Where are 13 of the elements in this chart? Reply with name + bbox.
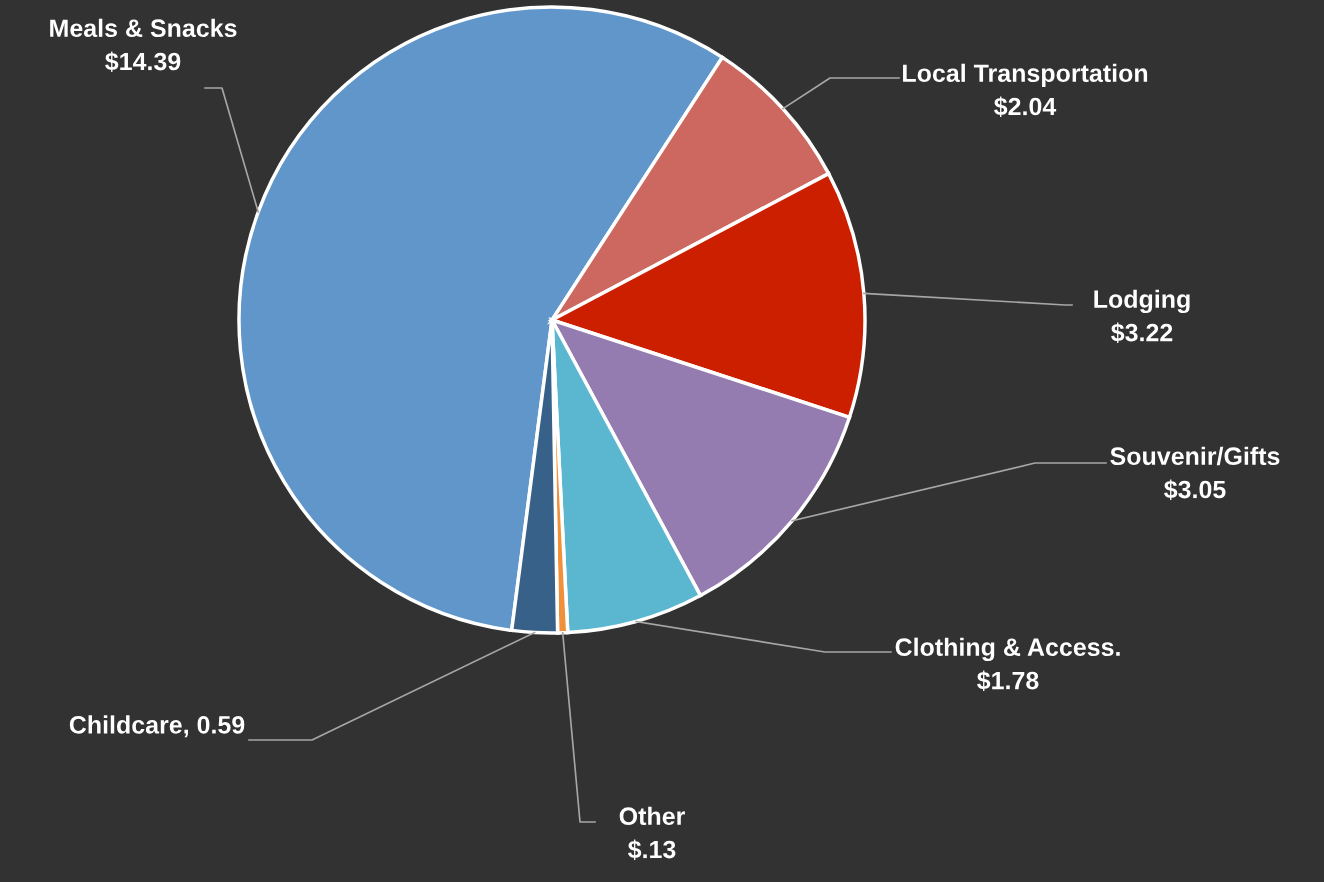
data-label: $1.78 — [977, 670, 1039, 692]
slice-label: Other — [619, 806, 685, 826]
slice-label: Local Transportation — [903, 63, 1148, 88]
data-label: $14.39 — [105, 51, 181, 72]
data-label: $3.22 — [1111, 322, 1173, 344]
slice-label: Childcare, 0.59 — [69, 715, 245, 738]
slice-label: Lodging — [1094, 289, 1190, 314]
slice-label: Souvenir/Gifts — [1110, 446, 1280, 466]
data-label: $.13 — [628, 839, 676, 860]
slice-label: Clothing & Access. — [895, 637, 1120, 662]
slice-label: Meals & Snacks — [50, 18, 237, 38]
data-label: $2.04 — [994, 96, 1057, 117]
data-label: $3.05 — [1164, 479, 1226, 500]
